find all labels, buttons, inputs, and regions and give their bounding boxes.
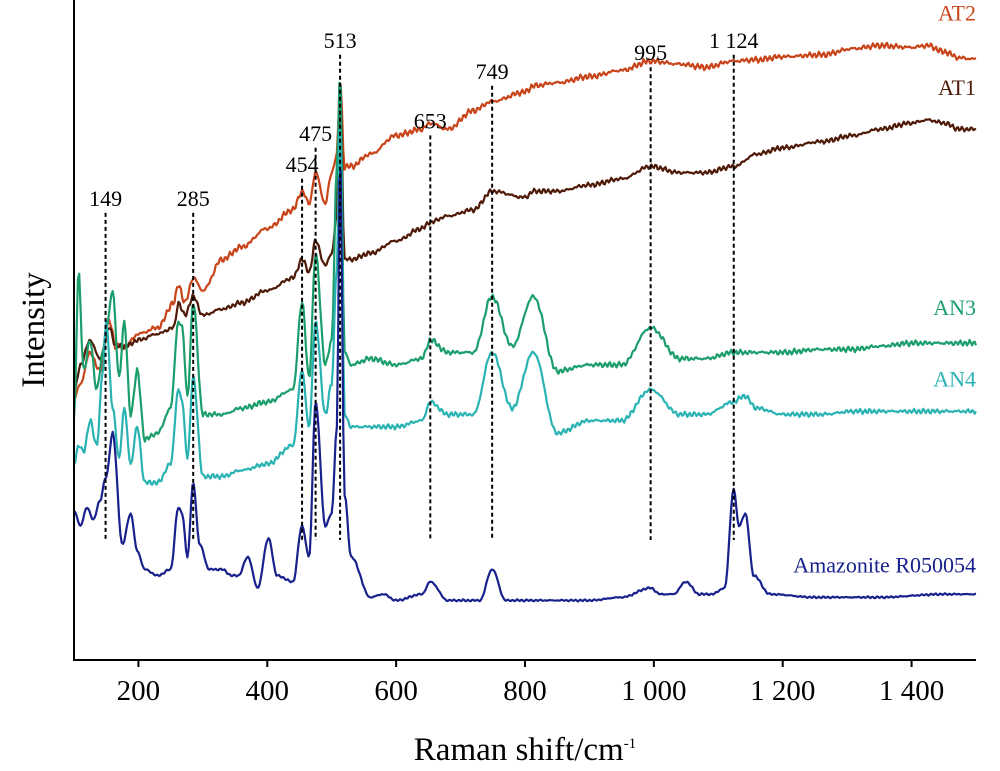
peak-label-1124: 1 124 (709, 28, 759, 53)
peak-label-475: 475 (299, 121, 332, 146)
peak-markers: 149 285 454 475 513 653 749 995 1 124 (89, 28, 758, 540)
x-tick-label-1000: 1 000 (621, 675, 686, 707)
series-line-at1 (72, 86, 977, 395)
series-lines (72, 41, 978, 603)
y-axis-title: Intensity (16, 272, 52, 388)
series-label-amazonite-r050054: Amazonite R050054 (793, 553, 976, 578)
peak-label-749: 749 (476, 59, 509, 84)
series-label-an4: AN4 (933, 367, 976, 392)
series-label-at1: AT1 (938, 75, 976, 100)
x-tick-label-200: 200 (117, 675, 161, 707)
series-line-amazonite-r050054 (73, 169, 977, 603)
series-label-an3: AN3 (933, 295, 976, 320)
peak-label-454: 454 (286, 152, 319, 177)
x-tick-label-1400: 1 400 (879, 675, 944, 707)
peak-label-995: 995 (634, 40, 667, 65)
peak-label-513: 513 (324, 28, 357, 53)
peak-label-149: 149 (89, 186, 122, 211)
x-axis-title-main: Raman shift/cm (414, 732, 624, 768)
series-label-at2: AT2 (938, 1, 976, 26)
series-line-at2 (73, 41, 977, 400)
x-tick-label-600: 600 (374, 675, 418, 707)
x-axis-title: Raman shift/cm-1 (414, 732, 636, 768)
series-line-an3 (72, 81, 978, 443)
x-tick-label-1200: 1 200 (750, 675, 815, 707)
x-tick-label-400: 400 (246, 675, 290, 707)
peak-label-653: 653 (414, 108, 447, 133)
x-tick-label-800: 800 (503, 675, 547, 707)
axes: 200 400 600 800 1 000 1 200 1 400 (73, 0, 976, 707)
peak-label-285: 285 (177, 186, 210, 211)
series-labels: AT2 AT1 AN3 AN4 Amazonite R050054 (793, 1, 976, 578)
x-axis-title-superscript: -1 (624, 736, 637, 752)
x-axis-ticks: 200 400 600 800 1 000 1 200 1 400 (117, 660, 944, 707)
series-line-an4 (73, 128, 977, 486)
